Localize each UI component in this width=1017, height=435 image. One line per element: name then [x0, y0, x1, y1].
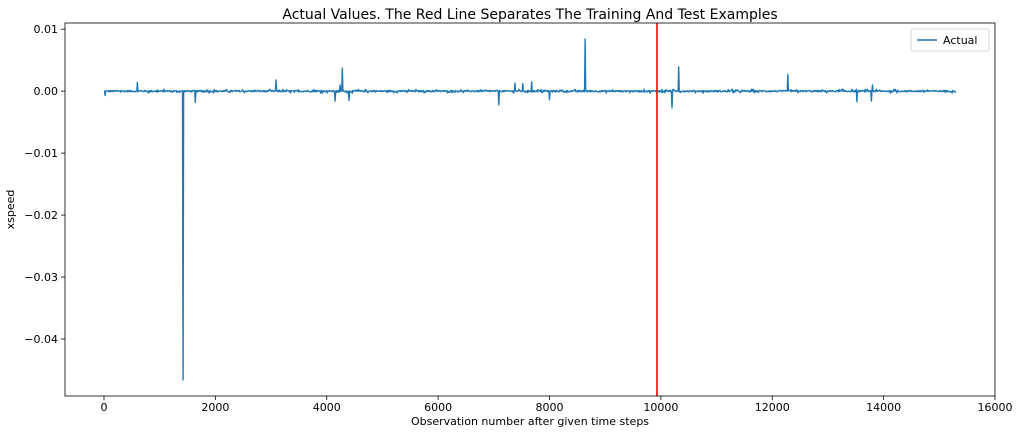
- x-tick-label: 16000: [978, 401, 1013, 414]
- x-tick-label: 8000: [535, 401, 563, 414]
- y-axis-label: xspeed: [4, 190, 17, 230]
- x-tick-label: 12000: [755, 401, 790, 414]
- x-tick-label: 10000: [643, 401, 678, 414]
- x-axis: 0 2000 4000 6000 8000 10000 12000 14000 16000: [100, 396, 1013, 414]
- x-tick-label: 14000: [866, 401, 901, 414]
- x-tick-label: 0: [100, 401, 107, 414]
- y-tick-label: 0.01: [34, 23, 59, 36]
- chart-title: Actual Values. The Red Line Separates Th…: [282, 7, 777, 23]
- legend-box: [910, 28, 990, 52]
- x-tick-label: 6000: [424, 401, 452, 414]
- plot-area: [64, 22, 996, 397]
- x-tick-label: 4000: [313, 401, 341, 414]
- y-tick-label: −0.02: [24, 209, 58, 222]
- legend: Actual: [910, 28, 990, 52]
- y-tick-label: −0.04: [24, 333, 58, 346]
- series-layer: [103, 38, 957, 381]
- legend-label-actual: Actual: [943, 34, 977, 47]
- y-axis: 0.01 0.00 −0.01 −0.02 −0.03 −0.04: [24, 23, 65, 346]
- series-line-actual: [103, 38, 957, 381]
- x-tick-label: 2000: [201, 401, 229, 414]
- axes-frame: [64, 22, 996, 397]
- y-tick-label: −0.03: [24, 271, 58, 284]
- y-tick-label: 0.00: [34, 85, 59, 98]
- x-axis-label: Observation number after given time step…: [411, 415, 649, 428]
- axes-background: [65, 23, 995, 396]
- y-tick-label: −0.01: [24, 147, 58, 160]
